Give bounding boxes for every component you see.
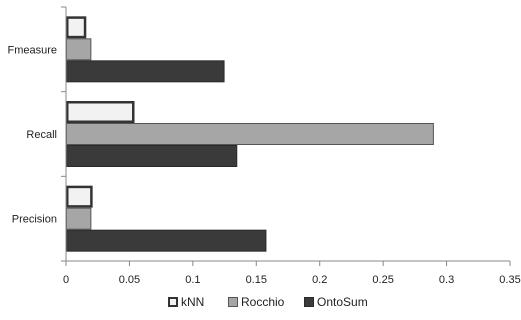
axes-layer bbox=[61, 6, 511, 266]
x-tick-label: 0.2 bbox=[312, 274, 327, 286]
category-label-precision: Precision bbox=[12, 214, 57, 226]
bar-knn-recall bbox=[66, 101, 135, 123]
legend-label-rocchio: Rocchio bbox=[241, 295, 285, 309]
bar-knn-precision bbox=[66, 185, 93, 208]
category-labels: Fmeasure Recall Precision bbox=[7, 44, 57, 225]
x-tick-label: 0 bbox=[63, 274, 69, 286]
x-tick-label: 0.35 bbox=[499, 274, 520, 286]
bar-ontosum-recall bbox=[66, 145, 238, 167]
legend-label-knn: kNN bbox=[181, 295, 204, 309]
x-tick-labels: 0 0.05 0.1 0.15 0.2 0.25 0.3 0.35 bbox=[63, 274, 521, 286]
legend: kNN Rocchio OntoSum bbox=[168, 295, 368, 309]
legend-label-ontosum: OntoSum bbox=[317, 295, 368, 309]
bar-knn-fmeasure bbox=[66, 16, 87, 39]
x-tick-label: 0.15 bbox=[246, 274, 267, 286]
bar-rocchio-precision bbox=[66, 207, 92, 230]
bar-ontosum-fmeasure bbox=[66, 60, 225, 83]
legend-swatch-knn bbox=[168, 297, 178, 307]
x-tick-label: 0.3 bbox=[439, 274, 454, 286]
category-label-recall: Recall bbox=[26, 129, 57, 141]
bar-rocchio-fmeasure bbox=[66, 38, 92, 61]
category-label-fmeasure: Fmeasure bbox=[7, 44, 57, 56]
legend-swatch-ontosum bbox=[304, 297, 314, 307]
x-tick-label: 0.25 bbox=[372, 274, 393, 286]
x-tick-label: 0.05 bbox=[119, 274, 140, 286]
x-tick-label: 0.1 bbox=[185, 274, 200, 286]
bar-ontosum-precision bbox=[66, 229, 267, 252]
bar-rocchio-recall bbox=[66, 123, 434, 145]
legend-swatch-rocchio bbox=[228, 297, 238, 307]
bars-layer bbox=[66, 16, 434, 252]
